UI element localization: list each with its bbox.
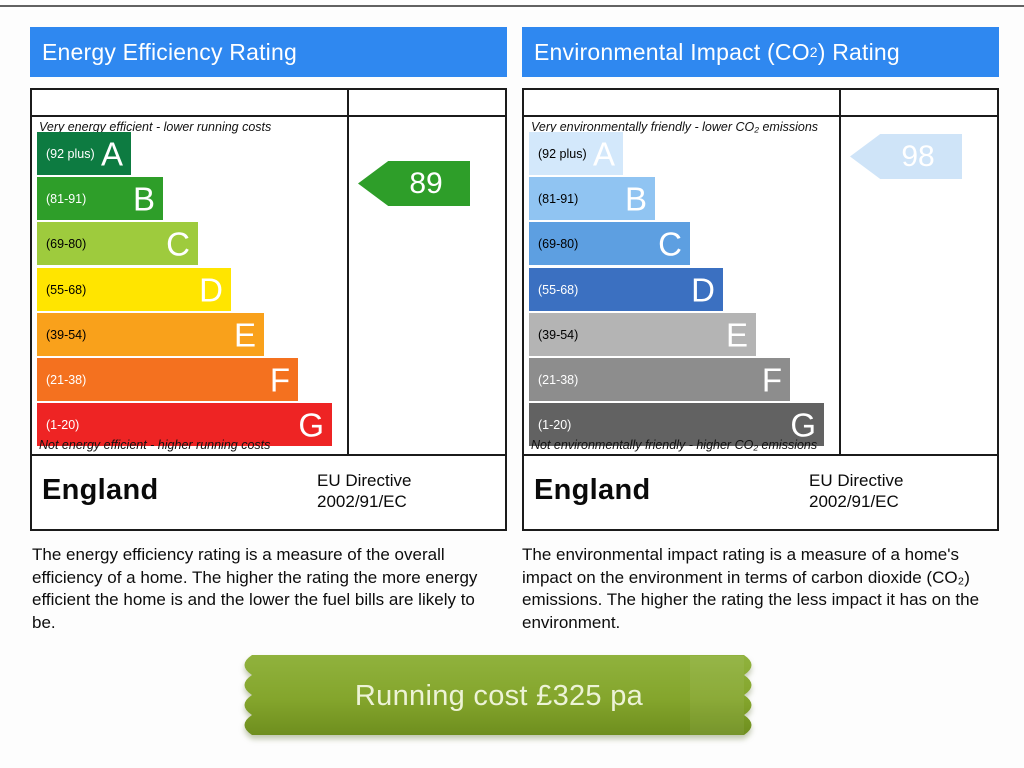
band-c: (69-80) C	[37, 222, 198, 265]
band-f: (21-38) F	[529, 358, 790, 401]
band-letter: A	[100, 135, 123, 172]
eu-directive-line2: 2002/91/EC	[809, 491, 899, 511]
band-letter: B	[624, 180, 647, 217]
eu-directive-line2: 2002/91/EC	[317, 491, 407, 511]
band-letter: C	[166, 225, 190, 262]
title-text: Environmental Impact (CO	[534, 38, 810, 65]
region-label: England	[534, 474, 651, 506]
band-range: (21-38)	[46, 372, 87, 387]
band-g: (1-20) G	[529, 403, 824, 446]
energy-description: The energy efficiency rating is a measur…	[32, 545, 478, 632]
current-rating-arrow: 89	[358, 161, 470, 206]
current-rating-value: 89	[409, 166, 443, 200]
band-letter: C	[658, 225, 682, 262]
energy-efficiency-title: Energy Efficiency Rating	[30, 27, 507, 77]
band-range: (39-54)	[538, 327, 579, 342]
band-range: (92 plus)	[46, 146, 95, 161]
top-caption: Very energy efficient - lower running co…	[39, 120, 272, 134]
table-footer-row: England EU Directive 2002/91/EC	[524, 456, 997, 525]
ribbon-shape	[244, 655, 752, 735]
column-divider	[839, 90, 841, 115]
environmental-description: The environmental impact rating is a mea…	[522, 545, 980, 632]
environmental-impact-panel: Environmental Impact (CO 2) Rating Very e…	[522, 27, 999, 531]
band-letter: G	[298, 406, 324, 443]
band-range: (55-68)	[46, 282, 87, 297]
energy-band-chart: Very energy efficient - lower running co…	[32, 117, 505, 456]
frame-top-line	[0, 5, 1024, 7]
table-footer-row: England EU Directive 2002/91/EC	[32, 456, 505, 525]
band-c: (69-80) C	[529, 222, 690, 265]
bottom-caption: Not energy efficient - higher running co…	[39, 438, 271, 452]
band-d: (55-68) D	[529, 268, 723, 311]
band-range: (55-68)	[538, 282, 579, 297]
band-range: (81-91)	[538, 191, 579, 206]
band-range: (1-20)	[538, 417, 572, 432]
band-letter: F	[269, 361, 290, 398]
current-rating-arrow: 98	[850, 134, 962, 179]
band-a: (92 plus) A	[529, 132, 623, 175]
band-letter: A	[592, 135, 615, 172]
running-cost-ribbon: Running cost £325 pa	[240, 654, 758, 738]
title-suffix: ) Rating	[817, 38, 900, 65]
band-e: (39-54) E	[37, 313, 264, 356]
band-g: (1-20) G	[37, 403, 332, 446]
band-b: (81-91) B	[529, 177, 655, 220]
environmental-band-chart: Very environmentally friendly - lower CO…	[524, 117, 997, 456]
column-divider	[347, 117, 349, 454]
band-letter: F	[761, 361, 782, 398]
band-range: (81-91)	[46, 191, 87, 206]
band-a: (92 plus) A	[37, 132, 131, 175]
table-header-row	[524, 90, 997, 117]
band-range: (92 plus)	[538, 146, 587, 161]
band-range: (39-54)	[46, 327, 87, 342]
band-e: (39-54) E	[529, 313, 756, 356]
table-header-row	[32, 90, 505, 117]
band-letter: D	[199, 271, 223, 308]
eu-directive-label: EU Directive 2002/91/EC	[317, 456, 411, 525]
energy-rating-table: Very energy efficient - lower running co…	[30, 88, 507, 531]
bottom-caption: Not environmentally friendly - higher CO…	[531, 438, 818, 452]
eu-directive-line1: EU Directive	[809, 470, 904, 490]
top-caption: Very environmentally friendly - lower CO…	[531, 120, 819, 134]
column-divider	[839, 117, 841, 454]
band-letter: D	[691, 271, 715, 308]
current-rating-value: 98	[901, 139, 935, 173]
band-f: (21-38) F	[37, 358, 298, 401]
title-text: Energy Efficiency Rating	[42, 38, 297, 65]
band-letter: G	[790, 406, 816, 443]
band-range: (69-80)	[46, 236, 87, 251]
band-letter: E	[725, 316, 748, 353]
band-b: (81-91) B	[37, 177, 163, 220]
environmental-impact-title: Environmental Impact (CO 2) Rating	[522, 27, 999, 77]
column-divider	[347, 90, 349, 115]
band-letter: B	[132, 180, 155, 217]
band-range: (69-80)	[538, 236, 579, 251]
band-range: (1-20)	[46, 417, 80, 432]
environmental-rating-table: Very environmentally friendly - lower CO…	[522, 88, 999, 531]
band-letter: E	[233, 316, 256, 353]
band-d: (55-68) D	[37, 268, 231, 311]
energy-efficiency-panel: Energy Efficiency Rating Very energy eff…	[30, 27, 507, 531]
region-label: England	[42, 474, 159, 506]
eu-directive-label: EU Directive 2002/91/EC	[809, 456, 903, 525]
eu-directive-line1: EU Directive	[317, 470, 412, 490]
band-range: (21-38)	[538, 372, 579, 387]
running-cost-label: Running cost £325 pa	[354, 679, 644, 712]
